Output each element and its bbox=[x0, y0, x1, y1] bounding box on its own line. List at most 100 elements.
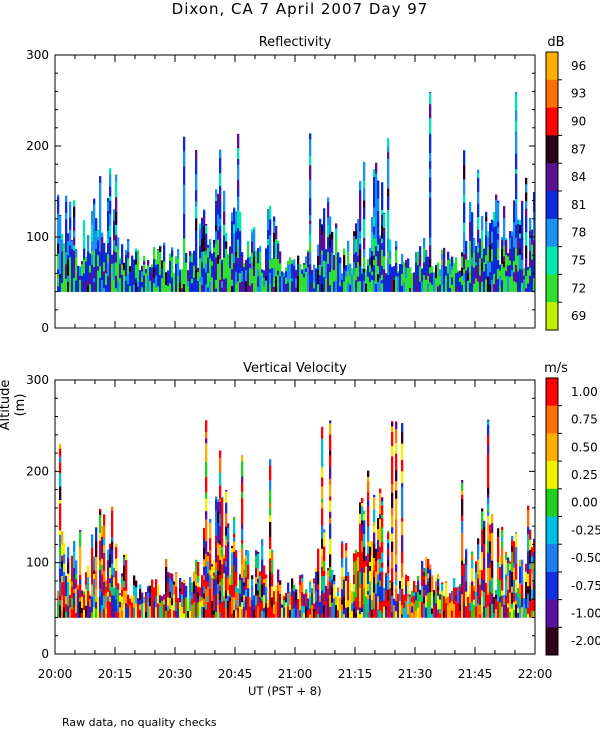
data-cell bbox=[357, 238, 360, 256]
data-cell bbox=[341, 273, 344, 280]
data-cell bbox=[221, 273, 224, 282]
data-cell bbox=[75, 257, 78, 265]
data-cell bbox=[257, 251, 260, 264]
data-cell bbox=[521, 606, 524, 618]
data-cell bbox=[135, 259, 138, 265]
data-cell bbox=[465, 259, 468, 271]
data-cell bbox=[125, 275, 128, 281]
data-cell bbox=[225, 539, 228, 546]
data-cell bbox=[105, 284, 108, 292]
data-cell bbox=[173, 610, 176, 618]
data-cell bbox=[269, 465, 272, 481]
data-cell bbox=[59, 277, 62, 292]
data-cell bbox=[497, 202, 500, 209]
data-cell bbox=[273, 591, 276, 605]
data-cell bbox=[211, 583, 214, 601]
colorbar-tick-label: -0.25 bbox=[571, 523, 600, 537]
data-cell bbox=[175, 573, 178, 587]
data-cell bbox=[417, 576, 420, 581]
data-cell bbox=[441, 582, 444, 585]
data-cell bbox=[515, 120, 518, 132]
data-cell bbox=[311, 285, 314, 292]
data-cell bbox=[429, 92, 432, 105]
data-cell bbox=[523, 598, 526, 605]
data-cell bbox=[305, 593, 308, 607]
data-cell bbox=[171, 604, 174, 618]
data-cell bbox=[231, 274, 234, 280]
data-cell bbox=[463, 202, 466, 220]
data-cell bbox=[99, 555, 102, 561]
data-cell bbox=[415, 252, 418, 263]
data-cell bbox=[161, 600, 164, 618]
data-cell bbox=[269, 601, 272, 618]
data-cell bbox=[301, 581, 304, 592]
data-cell bbox=[257, 578, 260, 582]
data-cell bbox=[381, 209, 384, 215]
data-cell bbox=[507, 607, 510, 618]
data-cell bbox=[135, 586, 138, 604]
data-cell bbox=[59, 503, 62, 519]
data-cell bbox=[511, 551, 514, 558]
data-cell bbox=[73, 245, 76, 251]
data-cell bbox=[263, 270, 266, 278]
data-cell bbox=[101, 605, 104, 618]
data-cell bbox=[453, 587, 456, 595]
data-cell bbox=[161, 277, 164, 292]
data-cell bbox=[461, 575, 464, 586]
data-cell bbox=[467, 266, 470, 274]
data-cell bbox=[73, 567, 76, 584]
data-cell bbox=[287, 269, 290, 279]
data-cell bbox=[497, 208, 500, 222]
data-cell bbox=[487, 469, 490, 480]
data-cell bbox=[123, 269, 126, 283]
data-cell bbox=[175, 586, 178, 603]
data-cell bbox=[437, 274, 440, 287]
data-cell bbox=[265, 577, 268, 588]
data-cell bbox=[319, 601, 322, 618]
data-cell bbox=[91, 562, 94, 574]
data-cell bbox=[383, 600, 386, 607]
data-cell bbox=[229, 268, 232, 277]
data-cell bbox=[259, 571, 262, 577]
data-cell bbox=[383, 587, 386, 589]
data-cell bbox=[57, 285, 60, 292]
data-cell bbox=[109, 268, 112, 275]
data-cell bbox=[75, 280, 78, 292]
data-cell bbox=[531, 589, 534, 599]
data-cell bbox=[517, 588, 520, 598]
data-cell bbox=[445, 266, 448, 276]
data-cell bbox=[95, 608, 98, 618]
data-cell bbox=[233, 207, 236, 209]
data-cell bbox=[353, 231, 356, 236]
colorbar-swatch bbox=[546, 135, 558, 164]
data-cell bbox=[487, 605, 490, 618]
data-cell bbox=[321, 599, 324, 608]
data-cell bbox=[229, 574, 232, 585]
data-cell bbox=[511, 269, 514, 277]
data-cell bbox=[219, 185, 222, 194]
data-cell bbox=[193, 265, 196, 278]
data-cell bbox=[121, 573, 124, 577]
data-cell bbox=[375, 162, 378, 174]
data-cell bbox=[203, 547, 206, 560]
data-cell bbox=[147, 585, 150, 587]
data-cell bbox=[515, 224, 518, 235]
data-cell bbox=[357, 590, 360, 600]
data-cell bbox=[233, 537, 236, 542]
data-cell bbox=[487, 511, 490, 516]
data-cell bbox=[179, 270, 182, 283]
data-cell bbox=[409, 267, 412, 273]
data-cell bbox=[251, 262, 254, 269]
data-cell bbox=[343, 596, 346, 610]
data-cell bbox=[379, 513, 382, 520]
data-cell bbox=[469, 602, 472, 611]
data-cell bbox=[367, 553, 370, 563]
data-cell bbox=[425, 576, 428, 585]
data-cell bbox=[215, 257, 218, 270]
data-cell bbox=[509, 563, 512, 571]
data-cell bbox=[459, 270, 462, 273]
data-cell bbox=[479, 596, 482, 605]
data-cell bbox=[219, 202, 222, 219]
data-cell bbox=[461, 284, 464, 292]
data-cell bbox=[125, 559, 128, 577]
